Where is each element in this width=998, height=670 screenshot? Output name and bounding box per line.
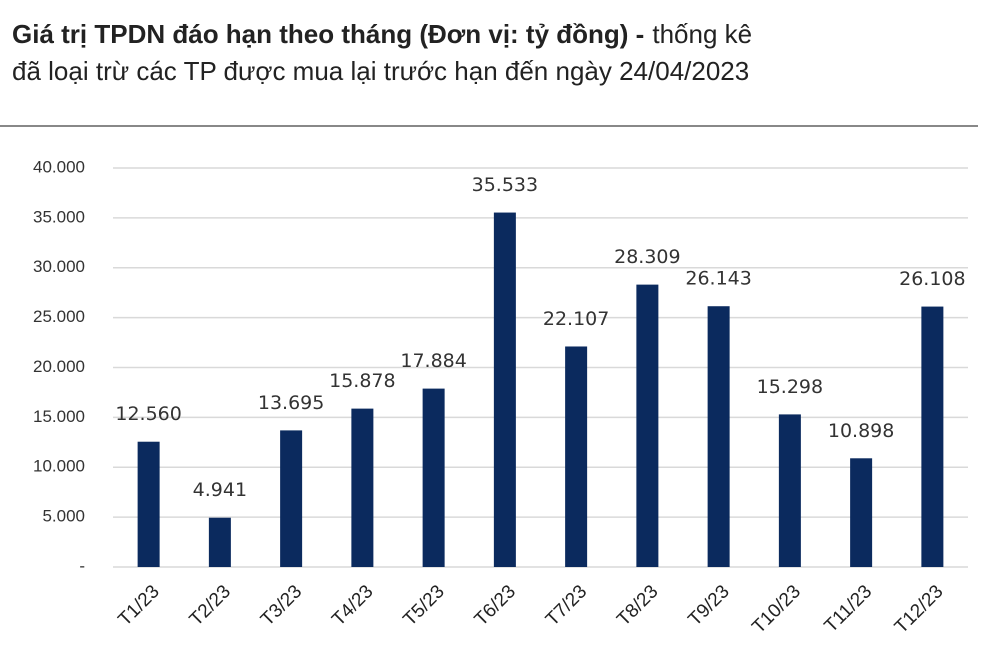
x-tick-label: T11/23	[821, 581, 877, 637]
x-tick-label: T8/23	[613, 581, 662, 630]
bar	[778, 414, 801, 567]
y-tick-label: 10.000	[33, 457, 85, 476]
value-label: 35.533	[472, 174, 538, 196]
x-tick-label: T2/23	[186, 581, 235, 630]
value-label: 13.695	[258, 392, 324, 414]
chart-subtitle-part: thống kê	[652, 19, 752, 49]
x-tick-label: T3/23	[257, 581, 306, 630]
value-label: 22.107	[543, 308, 609, 330]
chart-subtitle-part: đã loại trừ các TP được mua lại trước hạ…	[12, 56, 749, 86]
x-tick-label: T9/23	[684, 581, 733, 630]
bar	[137, 441, 160, 567]
value-label: 26.108	[899, 268, 965, 290]
y-tick-label: -	[79, 556, 85, 575]
chart-title: Giá trị TPDN đáo hạn theo tháng (Đơn vị:…	[12, 19, 644, 49]
value-label: 28.309	[614, 246, 680, 268]
bar	[493, 212, 516, 567]
bar	[280, 430, 303, 567]
value-label: 10.898	[828, 420, 894, 442]
bar	[422, 388, 445, 567]
y-tick-label: 5.000	[42, 507, 85, 526]
chart-title-line: Giá trị TPDN đáo hạn theo tháng (Đơn vị:…	[12, 19, 752, 49]
x-tick-label: T1/23	[114, 581, 163, 630]
x-tick-label: T6/23	[471, 581, 520, 630]
bar	[707, 306, 730, 567]
value-label: 17.884	[400, 350, 466, 372]
value-label: 26.143	[685, 268, 751, 290]
bar	[850, 458, 873, 567]
value-label: 4.941	[193, 479, 247, 501]
x-tick-label: T12/23	[891, 581, 948, 638]
x-tick-label: T5/23	[399, 581, 448, 630]
y-tick-label: 35.000	[33, 207, 85, 226]
value-label: 15.298	[757, 376, 823, 398]
bar	[208, 517, 231, 567]
bar	[565, 346, 588, 567]
x-tick-label: T4/23	[328, 581, 377, 630]
y-tick-label: 40.000	[33, 157, 85, 176]
y-tick-label: 15.000	[33, 407, 85, 426]
x-tick-label: T7/23	[542, 581, 591, 630]
bar	[636, 284, 659, 567]
y-tick-label: 30.000	[33, 257, 85, 276]
value-label: 15.878	[329, 370, 395, 392]
value-label: 12.560	[115, 403, 181, 425]
x-tick-label: T10/23	[748, 581, 805, 638]
y-tick-label: 25.000	[33, 307, 85, 326]
y-tick-label: 20.000	[33, 357, 85, 376]
bar	[351, 408, 374, 567]
bar	[921, 306, 944, 567]
